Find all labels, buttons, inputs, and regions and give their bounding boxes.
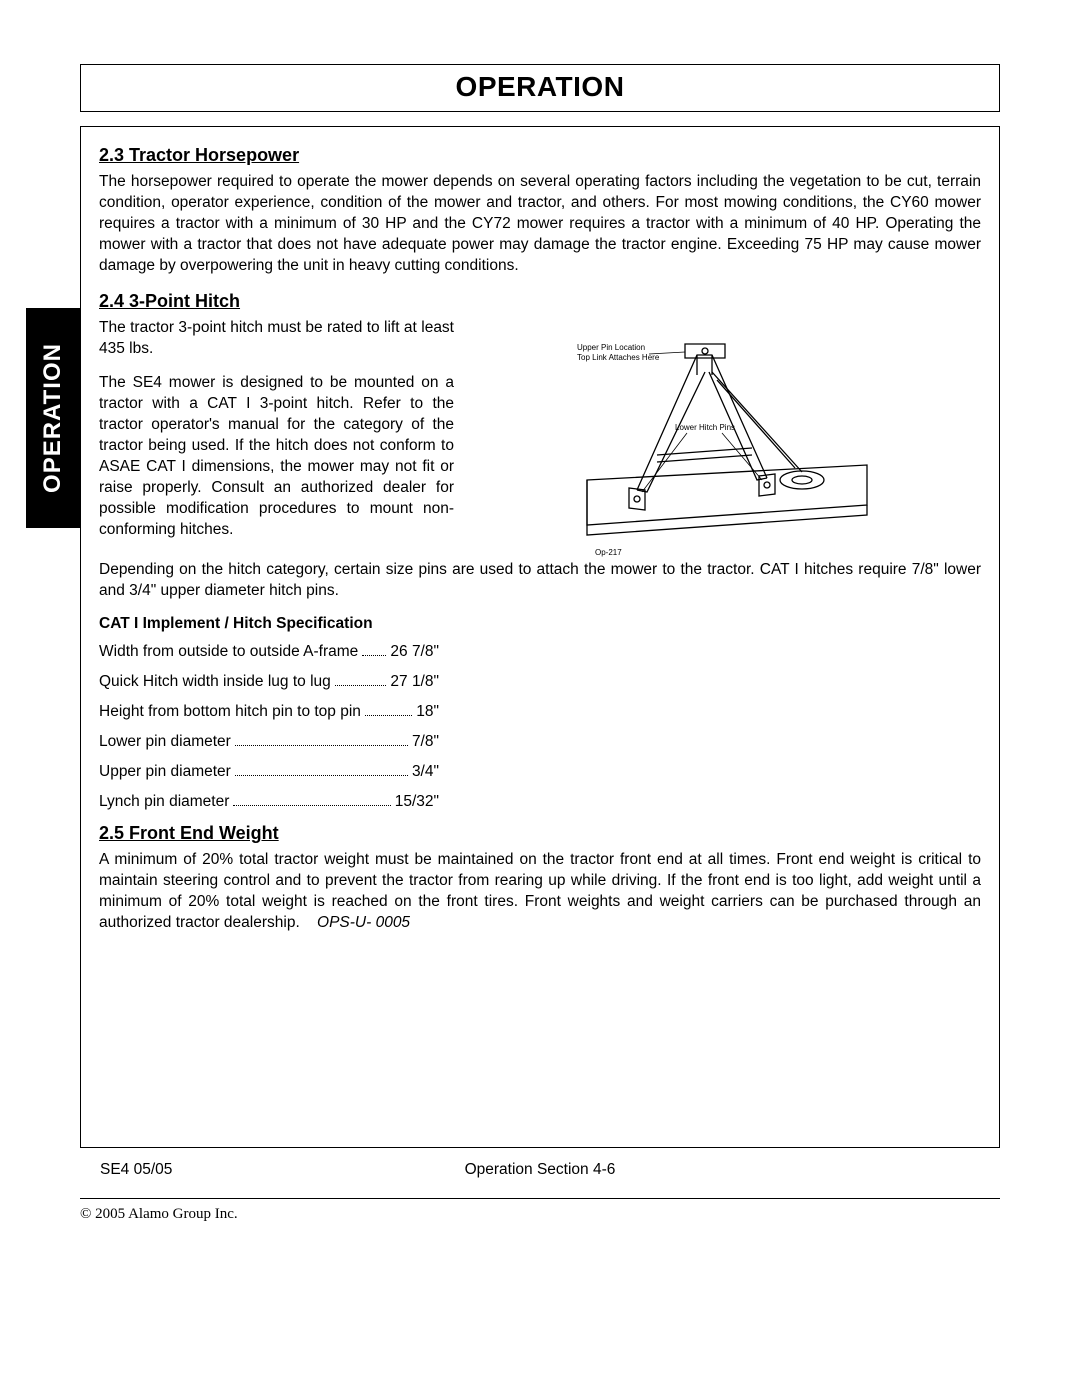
body-2-4-p2: The SE4 mower is designed to be mounted … xyxy=(99,373,454,540)
spec-dots xyxy=(365,715,412,716)
spec-value: 15/32" xyxy=(395,793,439,811)
side-tab-label: OPERATION xyxy=(39,343,67,493)
diagram-label-lower: Lower Hitch Pins xyxy=(675,423,735,432)
spec-value: 7/8" xyxy=(412,733,439,751)
hitch-diagram: Upper Pin Location Top Link Attaches Her… xyxy=(567,330,887,560)
spec-dots xyxy=(233,805,390,806)
spec-label: Height from bottom hitch pin to top pin xyxy=(99,703,361,721)
column-left: The tractor 3-point hitch must be rated … xyxy=(99,318,454,560)
copyright: © 2005 Alamo Group Inc. xyxy=(80,1206,238,1223)
body-2-4-p3: Depending on the hitch category, certain… xyxy=(99,560,981,602)
two-column-layout: The tractor 3-point hitch must be rated … xyxy=(99,318,981,560)
heading-2-3: 2.3 Tractor Horsepower xyxy=(99,145,981,166)
diagram-label-upper-1: Upper Pin Location xyxy=(577,343,645,352)
spec-dots xyxy=(335,685,387,686)
spec-label: Quick Hitch width inside lug to lug xyxy=(99,673,331,691)
spec-row: Width from outside to outside A-frame 26… xyxy=(99,643,439,661)
spec-row: Lower pin diameter 7/8" xyxy=(99,733,439,751)
body-2-3: The horsepower required to operate the m… xyxy=(99,172,981,277)
body-2-5-code: OPS-U- 0005 xyxy=(317,914,410,931)
footer-center: Operation Section 4-6 xyxy=(100,1161,980,1179)
spec-label: Width from outside to outside A-frame xyxy=(99,643,358,661)
spec-row: Upper pin diameter 3/4" xyxy=(99,763,439,781)
spec-label: Lower pin diameter xyxy=(99,733,231,751)
spec-row: Quick Hitch width inside lug to lug 27 1… xyxy=(99,673,439,691)
spec-value: 3/4" xyxy=(412,763,439,781)
spec-label: Upper pin diameter xyxy=(99,763,231,781)
spec-dots xyxy=(362,655,386,656)
heading-2-4: 2.4 3-Point Hitch xyxy=(99,291,981,312)
spec-row: Height from bottom hitch pin to top pin … xyxy=(99,703,439,721)
diagram-ref: Op-217 xyxy=(595,548,622,557)
title-box: OPERATION xyxy=(80,64,1000,112)
spec-dots xyxy=(235,745,408,746)
page-title: OPERATION xyxy=(81,71,999,103)
side-tab-operation: OPERATION xyxy=(26,308,80,528)
spec-value: 18" xyxy=(416,703,439,721)
spec-label: Lynch pin diameter xyxy=(99,793,229,811)
footer-inner: SE4 05/05 Operation Section 4-6 xyxy=(100,1161,980,1179)
footer-rule xyxy=(80,1198,1000,1199)
spec-dots xyxy=(235,775,408,776)
body-2-5-text: A minimum of 20% total tractor weight mu… xyxy=(99,851,981,931)
footer-left: SE4 05/05 xyxy=(100,1161,172,1179)
spec-value: 27 1/8" xyxy=(390,673,439,691)
body-2-4-p1: The tractor 3-point hitch must be rated … xyxy=(99,318,454,360)
body-2-5: A minimum of 20% total tractor weight mu… xyxy=(99,850,981,934)
page: OPERATION OPERATION 2.3 Tractor Horsepow… xyxy=(0,0,1080,1397)
column-right: Upper Pin Location Top Link Attaches Her… xyxy=(472,318,981,560)
heading-2-5: 2.5 Front End Weight xyxy=(99,823,981,844)
spec-heading: CAT I Implement / Hitch Specification xyxy=(99,615,981,633)
spec-row: Lynch pin diameter 15/32" xyxy=(99,793,439,811)
spec-value: 26 7/8" xyxy=(390,643,439,661)
diagram-label-upper-2: Top Link Attaches Here xyxy=(577,353,660,362)
content-box: 2.3 Tractor Horsepower The horsepower re… xyxy=(80,126,1000,1148)
